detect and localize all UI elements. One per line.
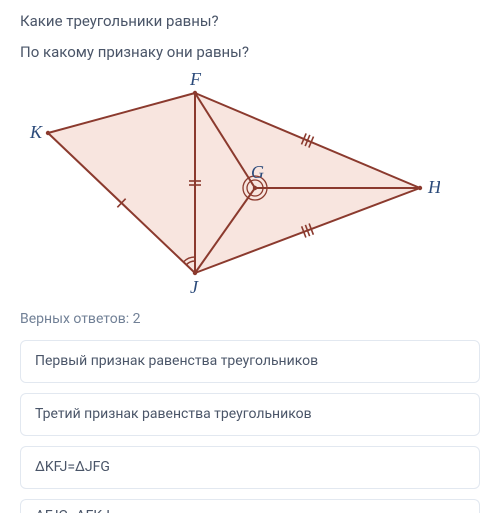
answer-option[interactable]: Первый признак равенства треугольников	[20, 340, 480, 383]
svg-text:H: H	[427, 177, 440, 197]
diagram-svg: K F H J G	[20, 73, 440, 293]
answer-option-partial[interactable]: ΔFJG=ΔFKJ	[20, 499, 480, 513]
answer-option[interactable]: Третий признак равенства треугольников	[20, 393, 480, 436]
question-line-2: По какому признаку они равны?	[20, 41, 480, 64]
question-line-1: Какие треугольники равны?	[20, 10, 480, 33]
svg-text:J: J	[190, 277, 199, 293]
correct-count-hint: Верных ответов: 2	[20, 309, 480, 330]
svg-text:G: G	[251, 162, 264, 182]
answer-option[interactable]: ΔKFJ=ΔJFG	[20, 446, 480, 489]
geometry-diagram: K F H J G	[20, 73, 440, 293]
svg-text:F: F	[189, 73, 202, 89]
svg-text:K: K	[29, 122, 43, 142]
